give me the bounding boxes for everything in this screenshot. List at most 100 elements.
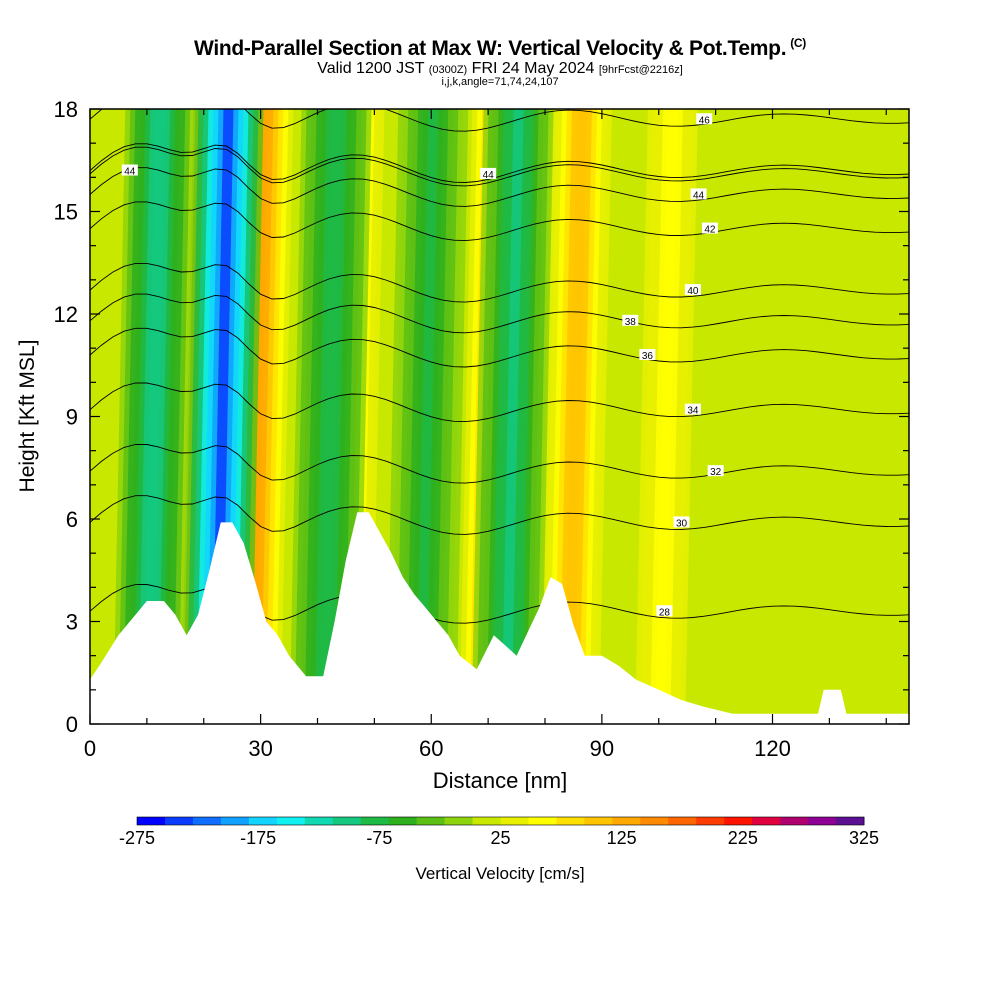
colorbar-swatch [416, 817, 446, 825]
downdraft-band [501, 109, 524, 724]
y-tick-label: 15 [54, 200, 78, 225]
colorbar-tick-label: 125 [607, 828, 637, 848]
colorbar-swatch [724, 817, 753, 825]
svg-text:30: 30 [676, 518, 688, 529]
theta-contour-label: 46 [696, 113, 713, 126]
theta-contour-label: 32 [707, 465, 724, 478]
colorbar-swatch [584, 817, 613, 825]
colorbar-frame [136, 816, 865, 826]
chart-subtitle: Valid 1200 JST (0300Z) FRI 24 May 2024 [… [0, 60, 1000, 78]
x-tick-label: 90 [590, 736, 614, 761]
colorbar-swatch [220, 817, 250, 825]
downdraft-band [143, 109, 166, 724]
colorbar-swatch [500, 817, 529, 825]
colorbar-swatch [640, 817, 669, 825]
y-tick-label: 3 [66, 610, 78, 635]
theta-contour-label: 30 [673, 516, 690, 529]
colorbar-swatch [612, 817, 641, 825]
theta-contour-line [90, 146, 909, 187]
theta-contour-line [90, 143, 909, 183]
x-tick-label: 120 [754, 736, 791, 761]
colorbar-swatch [836, 817, 865, 825]
x-tick-label: 0 [84, 736, 96, 761]
svg-text:44: 44 [693, 190, 705, 201]
colorbar-swatch [192, 817, 222, 825]
svg-text:40: 40 [687, 286, 699, 297]
theta-contour-label: 28 [656, 605, 673, 618]
svg-text:44: 44 [124, 167, 136, 178]
y-tick-label: 0 [66, 712, 78, 737]
colorbar-swatch [444, 817, 474, 825]
theta-contour-line [90, 293, 909, 334]
colorbar-swatch [696, 817, 725, 825]
copyright-mark: (C) [790, 36, 806, 50]
theta-contours [90, 109, 909, 624]
chart-title: Wind-Parallel Section at Max W: Vertical… [0, 36, 1000, 61]
colorbar-swatch [752, 817, 781, 825]
svg-text:34: 34 [687, 406, 699, 417]
colorbar-swatch [528, 817, 557, 825]
x-axis-label: Distance [nm] [432, 768, 568, 793]
theta-contour-label: 42 [701, 222, 718, 236]
chart-title-text: Wind-Parallel Section at Max W: Vertical… [194, 37, 787, 60]
theta-contour-label: 38 [622, 314, 639, 328]
theta-contour-label: 36 [639, 349, 656, 362]
colorbar-swatch [388, 817, 418, 825]
theta-contour-line [90, 327, 909, 368]
downdraft-band [416, 109, 439, 724]
colorbar-swatch [556, 817, 585, 825]
downdraft-band [319, 109, 342, 724]
y-tick-label: 6 [66, 507, 78, 532]
colorbar-tick-label: 325 [849, 828, 879, 848]
theta-contour-label: 44 [690, 188, 707, 201]
colorbar-swatch [332, 817, 362, 825]
colorbar-tick-label: -275 [119, 828, 155, 848]
theta-contour-label: 34 [684, 403, 701, 417]
theta-contour-line [90, 444, 909, 484]
svg-text:38: 38 [625, 317, 637, 328]
colorbar-swatch [304, 817, 334, 825]
theta-contour-line [90, 495, 909, 535]
colorbar-swatch [472, 817, 501, 825]
svg-text:44: 44 [483, 170, 495, 181]
theta-contour-label: 44 [121, 164, 138, 178]
x-tick-label: 60 [419, 736, 443, 761]
colorbar: -275 -175 -75 25 125 225 325 [119, 816, 879, 848]
colorbar-swatch [276, 817, 306, 825]
y-tick-label: 18 [54, 97, 78, 122]
svg-text:28: 28 [659, 607, 671, 618]
colorbar-swatch [808, 817, 837, 825]
forecast-info: [9hrFcst@2216z] [598, 64, 683, 76]
colorbar-swatch [137, 817, 166, 825]
theta-contour-line [90, 167, 909, 207]
svg-text:32: 32 [710, 467, 722, 478]
theta-contour-label: 40 [684, 284, 701, 297]
y-tick-label: 9 [66, 405, 78, 430]
y-tick-label: 12 [54, 302, 78, 327]
colorbar-swatch [780, 817, 809, 825]
theta-contour-line [90, 262, 909, 303]
updraft-band [564, 109, 587, 724]
colorbar-swatch [248, 817, 278, 825]
utc-time: (0300Z) [428, 64, 468, 76]
colorbar-tick-label: -175 [240, 828, 276, 848]
colorbar-swatch [360, 817, 390, 825]
x-tick-label: 30 [248, 736, 272, 761]
valid-time: Valid 1200 JST [317, 60, 425, 77]
theta-contour-line [90, 201, 909, 242]
colorbar-tick-label: -75 [366, 828, 392, 848]
section-params: i,j,k,angle=71,74,24,107 [441, 76, 559, 88]
valid-date: FRI 24 May 2024 [471, 60, 595, 77]
svg-text:42: 42 [704, 225, 716, 236]
colorbar-tick-label: 225 [728, 828, 758, 848]
theta-contour-line [90, 382, 909, 423]
svg-text:36: 36 [642, 351, 654, 362]
theta-contour-label: 44 [480, 167, 497, 181]
colorbar-swatch [668, 817, 697, 825]
colorbar-swatch [164, 817, 194, 825]
colorbar-tick-label: 25 [490, 828, 510, 848]
colorbar-title: Vertical Velocity [cm/s] [415, 864, 585, 883]
y-axis-label: Height [Kft MSL] [16, 339, 39, 493]
terrain-mask [90, 512, 909, 724]
